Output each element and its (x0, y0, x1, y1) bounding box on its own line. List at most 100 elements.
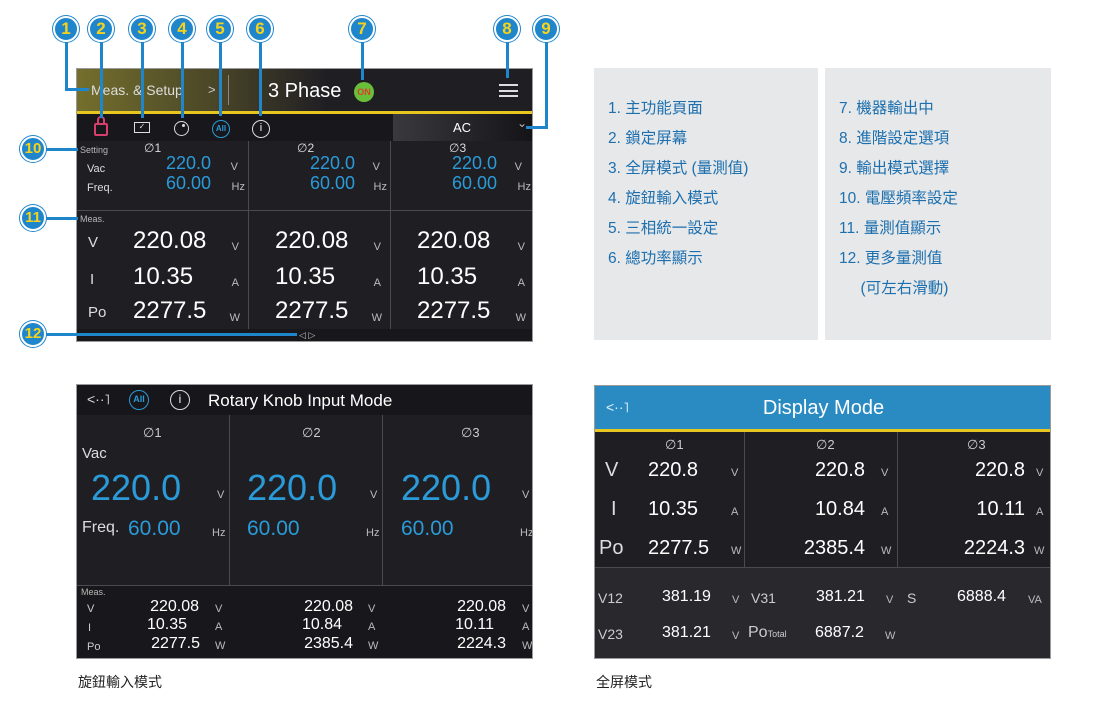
unit-a: A (215, 621, 223, 633)
po-label: Po (599, 537, 624, 559)
meas-i: 10.35 (275, 263, 336, 290)
vac-setting[interactable]: 220.0 (401, 467, 492, 508)
callout-6: 6 (247, 16, 273, 42)
unit-hz: Hz (517, 181, 531, 193)
value-po: 2224.3 (963, 537, 1025, 559)
unit-hz: Hz (520, 527, 533, 539)
unit-a: A (731, 506, 739, 518)
freq-setting[interactable]: 60.00 (128, 517, 181, 540)
scroll-arrows[interactable]: ◁ ▷ (299, 330, 316, 340)
back-icon[interactable]: <··˥ (87, 391, 110, 407)
phase-label: ∅3 (967, 437, 986, 452)
legend-panel-left: 1. 主功能頁面 2. 鎖定屏幕 3. 全屏模式 (量測值) 4. 旋鈕輸入模式… (594, 68, 818, 340)
freq-setting[interactable]: 60.00 (309, 173, 355, 193)
value-po: 2277.5 (648, 537, 710, 559)
divider (229, 415, 230, 658)
unit-v: V (881, 467, 889, 479)
callout-11: 11 (20, 205, 46, 231)
caption-rotary-knob: 旋鈕輸入模式 (78, 674, 162, 690)
unit-va: VA (1028, 594, 1042, 606)
callout-3: 3 (129, 16, 155, 42)
vac-setting[interactable]: 220.0 (451, 153, 497, 173)
back-icon[interactable]: <··˥ (606, 399, 629, 415)
legend-item: 8. 進階設定選項 (839, 130, 950, 147)
vac-setting[interactable]: 220.0 (309, 153, 355, 173)
legend-item: 12. 更多量測值 (839, 250, 943, 267)
vac-setting[interactable]: 220.0 (165, 153, 211, 173)
meas-label: Meas. (81, 587, 106, 597)
unit-hz: Hz (373, 181, 387, 193)
freq-setting[interactable]: 60.00 (451, 173, 497, 193)
v23-value: 381.21 (662, 624, 711, 641)
unit-v: V (1036, 467, 1044, 479)
totals-area (595, 568, 1050, 658)
unit-v: V (372, 161, 380, 173)
value-i: 10.84 (814, 498, 865, 520)
unit-hz: Hz (231, 181, 245, 193)
po-total-label: PoTotal (748, 624, 787, 642)
unit-w: W (885, 630, 896, 642)
callout-2: 2 (88, 16, 114, 42)
unit-v: V (230, 161, 238, 173)
unit-w: W (229, 312, 240, 324)
unit-v: V (732, 594, 740, 606)
unit-a: A (368, 621, 376, 633)
callout-line (45, 333, 297, 336)
breadcrumb-meas-setup[interactable]: Meas. & Setup (91, 82, 183, 98)
freq-label: Freq. (82, 519, 120, 536)
freq-setting[interactable]: 60.00 (401, 517, 454, 540)
unit-a: A (881, 506, 889, 518)
unit-v: V (215, 603, 223, 615)
callout-line (526, 126, 548, 129)
unit-w: W (881, 545, 892, 557)
legend-item: (可左右滑動) (839, 280, 949, 297)
meas-i: 10.84 (301, 616, 342, 633)
callout-1: 1 (53, 16, 79, 42)
all-phase-icon[interactable]: All (129, 390, 149, 410)
chevron-down-icon: ⌄ (517, 116, 528, 130)
rotary-knob-icon[interactable] (174, 121, 189, 136)
info-icon[interactable]: i (170, 390, 190, 410)
freq-setting[interactable]: 60.00 (165, 173, 211, 193)
unit-w: W (515, 312, 526, 324)
callout-line (506, 40, 509, 78)
divider (77, 210, 532, 211)
lock-icon[interactable] (94, 116, 108, 136)
s-label: S (907, 590, 917, 606)
scroll-bar[interactable]: ◁ ▷ (77, 329, 532, 341)
legend-item: 6. 總功率顯示 (608, 250, 703, 267)
unit-v: V (231, 241, 239, 253)
phase-column-3: ∅3 220.0 V 60.00 Hz 220.08 V 10.11 A 222… (383, 415, 533, 658)
v-label: V (87, 603, 95, 615)
phase-column-2: ∅2 220.8 V 10.84 A 2385.4 W (745, 432, 897, 567)
main-screen: Meas. & Setup > 3 Phase ON ✓ All i AC ⌄ … (76, 68, 533, 342)
display-mode-icon[interactable]: ✓ (134, 122, 150, 133)
po-total-value: 6887.2 (815, 624, 864, 641)
vac-setting[interactable]: 220.0 (91, 467, 182, 508)
mode-select[interactable]: AC ⌄ (393, 114, 532, 141)
divider (897, 432, 898, 567)
v31-label: V31 (751, 590, 776, 606)
callout-line (65, 40, 68, 90)
divider (77, 585, 532, 586)
phase-column-2: ∅2 220.0 V 60.00 Hz 220.08 V 10.84 A 238… (230, 415, 382, 658)
chevron-right-icon: > (208, 82, 216, 97)
info-icon[interactable]: i (252, 120, 270, 138)
callout-line (45, 148, 78, 151)
meas-i: 10.35 (146, 616, 187, 633)
output-on-badge: ON (354, 82, 374, 102)
callout-10: 10 (20, 136, 46, 162)
hamburger-menu-icon[interactable] (499, 84, 518, 97)
unit-v: V (370, 489, 378, 501)
divider (744, 432, 745, 567)
freq-setting[interactable]: 60.00 (247, 517, 300, 540)
unit-hz: Hz (212, 527, 226, 539)
vac-setting[interactable]: 220.0 (247, 467, 338, 508)
phase-column-1: ∅1 220.8 V 10.35 A 2277.5 W (595, 432, 744, 567)
meas-po: 2385.4 (304, 635, 353, 652)
unit-a: A (373, 277, 381, 289)
all-phase-icon[interactable]: All (212, 120, 230, 138)
phase-column-1: ∅1 220.0 V 60.00 Hz 220.08 V 10.35 A 227… (77, 141, 248, 329)
display-mode-screen: <··˥ Display Mode V I Po ∅1 220.8 V 10.3… (594, 385, 1051, 659)
mode-select-value: AC (453, 120, 472, 135)
